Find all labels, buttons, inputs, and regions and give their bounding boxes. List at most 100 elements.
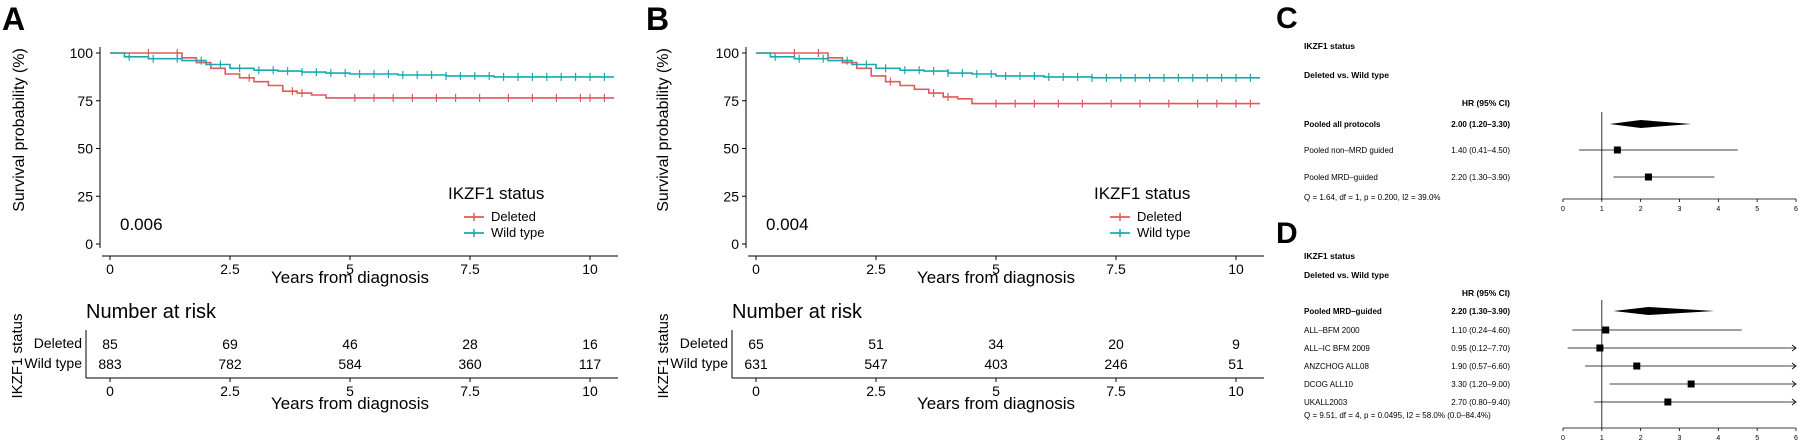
panel-a-risk-axis: 0 2.5 5 7.5 10 [85,330,618,399]
panel-b-risk-side-label: IKZF1 status [655,313,672,398]
panel-a-risk-table: Number at risk IKZF1 status Deleted Wild… [9,301,618,413]
panel-a-ylabel: Survival probability (%) [11,48,28,212]
panel-b-ytick-label: 25 [723,188,739,204]
panel-c-title: IKZF1 status [1304,41,1355,51]
panel-c-hr-header: HR (95% CI) [1462,98,1510,108]
panel-d-ci-arrow [1791,344,1797,352]
panel-b-risk-count: 20 [1108,336,1124,352]
panel-b-xtick-label: 10 [1228,261,1244,277]
panel-b-risk-count: 51 [868,336,884,352]
panel-b-risk-table: Number at risk IKZF1 status Deleted Wild… [655,301,1264,413]
panel-b-xtick-label: 0 [752,261,760,277]
panel-c-forest-tick-label: 4 [1716,206,1720,213]
panel-b-legend: IKZF1 status Deleted Wild type [1094,184,1190,240]
panel-d-row-hr: 1.90 (0.57–6.60) [1451,362,1510,371]
panel-b-legend-title: IKZF1 status [1094,184,1190,203]
panel-b-ylabel: Survival probability (%) [655,48,672,212]
panel-a-xtick-label: 7.5 [460,261,480,277]
panel-d-letter: D [1276,217,1298,250]
panel-b-km-plot: 0 25 50 75 100 0 2.5 5 7.5 10 [716,45,1264,277]
panel-a-risk-count: 85 [102,336,118,352]
panel-b-risk-xtick-label: 2.5 [866,383,886,399]
panel-d-hr-square [1602,326,1610,334]
panel-b-xtick-label: 2.5 [866,261,886,277]
panel-b-risk-count: 65 [748,336,764,352]
panel-d-hr-square [1596,344,1604,352]
panel-d-subtitle: Deleted vs. Wild type [1304,270,1389,280]
panel-b-risk-count: 547 [864,356,888,372]
panel-a-risk-xtick-label: 2.5 [220,383,240,399]
panel-d-forest-tick-label: 3 [1678,435,1682,442]
panel-d-ci-arrow [1791,398,1797,406]
panel-d-hr-square [1664,398,1672,406]
panel-d-hr-square [1687,380,1695,388]
panel-a-km-plot: 0 25 50 75 100 0 2.5 5 7.5 10 [70,45,618,277]
panel-a-xlabel: Years from diagnosis [271,268,429,287]
panel-a-risk-count: 117 [579,356,602,372]
panel-c-row-label: Pooled non–MRD guided [1304,146,1393,155]
panel-b-risk-count: 51 [1228,356,1244,372]
panel-d-forest-tick-label: 2 [1639,435,1643,442]
panel-c-pooled-diamond [1609,120,1692,128]
panel-c-row-hr: 2.20 (1.30–3.90) [1451,173,1510,182]
panel-c-hr-square [1613,146,1621,154]
panel-a-risk-xlabel: Years from diagnosis [271,394,429,413]
panel-d-pooled-diamond [1613,307,1715,315]
panel-c-forest: 0 1 2 3 4 5 6 Pooled all protocols 2.00 (1.20–3.… [1304,112,1798,213]
panel-a-xtick-label: 0 [106,261,114,277]
panel-b-pvalue: 0.004 [766,215,809,234]
panel-d-row-label: UKALL2003 [1304,398,1348,407]
panel-b-xlabel: Years from diagnosis [917,268,1075,287]
panel-a-risk-xtick-label: 5 [346,383,354,399]
panel-d-row-label: DCOG ALL10 [1304,380,1353,389]
panel-d-row-hr: 1.10 (0.24–4.60) [1451,326,1510,335]
panel-a-risk-xtick-label: 7.5 [460,383,480,399]
panel-d-row-label: ANZCHOG ALL08 [1304,362,1369,371]
panel-d-row-label: Pooled MRD–guided [1304,307,1382,316]
panel-d-forest-tick-label: 6 [1794,435,1798,442]
panel-c-row-label: Pooled MRD–guided [1304,173,1378,182]
panel-b-curve-deleted [756,52,1260,105]
panel-a-ytick-label: 75 [77,93,93,109]
panel-a-legend-deleted: Deleted [491,209,536,224]
panel-a-risk-count: 28 [462,336,478,352]
panel-b-legend-wild: Wild type [1137,225,1190,240]
panel-b-risk-row-deleted: Deleted [680,335,728,351]
panel-d-forest: 0 1 2 3 4 5 6 Pooled MRD–guided 2.20 (1.30–3.90)… [1304,300,1798,442]
panel-a-legend-wild: Wild type [491,225,544,240]
panel-d-forest-tick-label: 5 [1755,435,1759,442]
panel-c-letter: C [1276,2,1298,35]
panel-a-risk-count: 360 [458,356,482,372]
panel-d-forest-tick-label: 1 [1600,435,1604,442]
panel-b-risk-numbers: 65 51 34 20 9 631 547 403 246 51 [744,336,1244,372]
panel-d-ci-arrow [1791,380,1797,388]
panel-d-hr-header: HR (95% CI) [1462,288,1510,298]
panel-c-row-label: Pooled all protocols [1304,120,1381,129]
panel-b-risk-xtick-label: 5 [992,383,1000,399]
panel-d-ci-arrow [1791,362,1797,370]
panel-d-row-label: ALL–IC BFM 2009 [1304,344,1370,353]
panel-b-ytick-label: 100 [716,45,740,61]
panel-b-risk-count: 246 [1104,356,1128,372]
panel-b-risk-row-wild: Wild type [670,355,728,371]
panel-d-row-hr: 2.20 (1.30–3.90) [1451,307,1510,316]
panel-a-risk-count: 46 [342,336,358,352]
panel-b-risk-count: 9 [1232,336,1240,352]
panel-a-curve-wild [110,52,614,78]
panel-b-risk-xtick-label: 0 [752,383,760,399]
panel-c-forest-tick-label: 5 [1755,206,1759,213]
panel-b-xtick-label: 5 [992,261,1000,277]
panel-a-letter: A [2,1,25,37]
panel-a-xtick-label: 5 [346,261,354,277]
panel-c-forest-tick-label: 3 [1678,206,1682,213]
panel-c: C IKZF1 status Deleted vs. Wild type HR … [1276,2,1798,213]
panel-a-ytick-label: 100 [70,45,94,61]
panel-a-curve-deleted [110,52,614,99]
panel-a-risk-xtick-label: 0 [106,383,114,399]
panel-a-pvalue: 0.006 [120,215,163,234]
panel-b-risk-title: Number at risk [732,301,863,323]
panel-a-risk-side-label: IKZF1 status [9,313,26,398]
panel-a-ytick-label: 25 [77,188,93,204]
